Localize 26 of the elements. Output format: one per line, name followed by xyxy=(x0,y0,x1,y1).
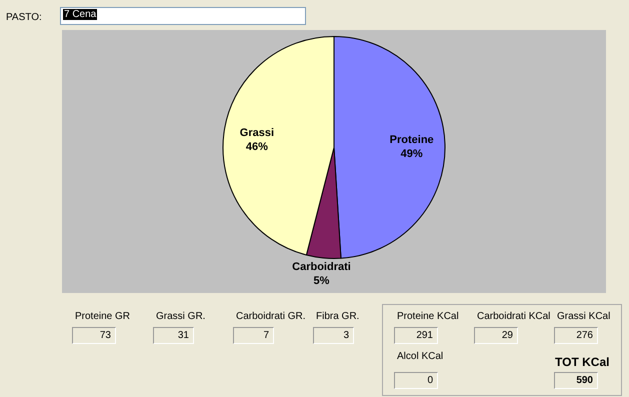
data-label: 49% xyxy=(400,148,423,160)
text: 73 xyxy=(72,327,116,344)
text: 590 xyxy=(554,372,598,389)
text: Grassi GR. xyxy=(156,311,206,322)
slice-label: Proteine xyxy=(390,134,434,146)
text: Alcol KCal xyxy=(397,351,444,362)
data-label: 5% xyxy=(314,274,330,287)
text: 29 xyxy=(474,327,518,344)
text: PASTO: xyxy=(6,12,42,23)
text: 0 xyxy=(394,372,438,389)
text: Carboidrati GR. xyxy=(236,311,306,322)
text: 31 xyxy=(153,327,194,344)
text: Proteine KCal xyxy=(397,311,459,322)
text: 7 Cena xyxy=(63,9,98,20)
text: 3 xyxy=(313,327,354,344)
text: Fibra GR. xyxy=(316,311,360,322)
text: Grassi KCal xyxy=(557,311,610,322)
text: 291 xyxy=(394,327,438,344)
text: TOT KCal xyxy=(555,355,610,369)
text: 7 xyxy=(233,327,274,344)
text: Proteine GR xyxy=(75,311,130,322)
text: 276 xyxy=(554,327,598,344)
text: Carboidrati KCal xyxy=(477,311,550,322)
slice-label: Carboidrati xyxy=(292,260,351,273)
data-label: 46% xyxy=(246,140,268,153)
slice-label: Grassi xyxy=(240,126,274,139)
